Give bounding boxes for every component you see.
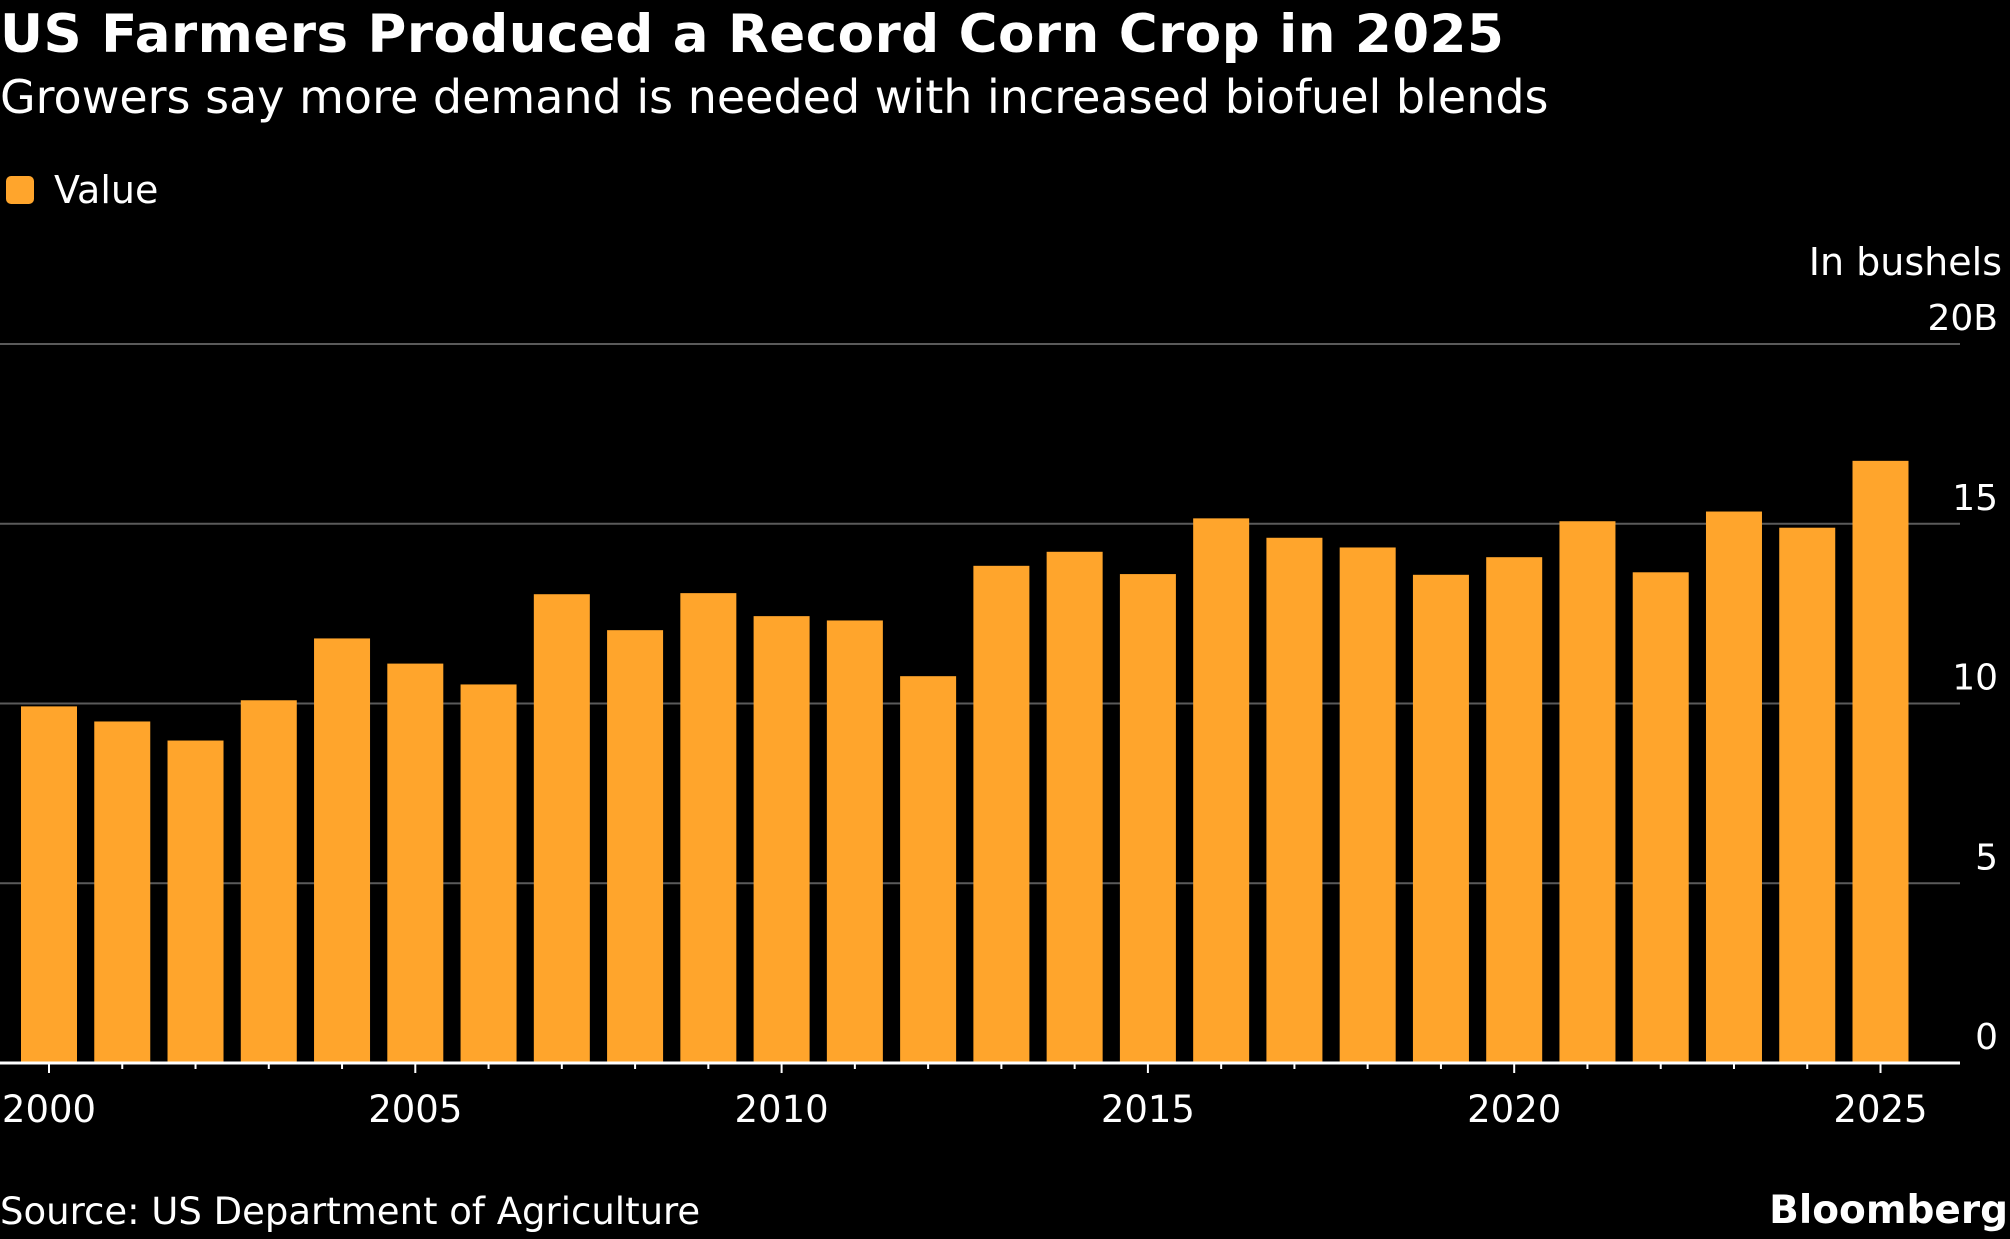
chart-subtitle: Growers say more demand is needed with i…: [0, 70, 1549, 124]
bar: [1412, 574, 1469, 1063]
bar: [1046, 551, 1103, 1063]
source-note: Source: US Department of Agriculture: [0, 1190, 701, 1233]
bar: [680, 593, 737, 1063]
bar: [314, 638, 371, 1063]
bar: [1266, 537, 1323, 1063]
bars: [21, 460, 1909, 1064]
x-tick-label: 2000: [2, 1088, 96, 1131]
bar: [973, 565, 1030, 1063]
y-tick-label: 0: [1975, 1017, 1998, 1058]
bar: [460, 684, 517, 1063]
bar: [1779, 527, 1836, 1063]
bar: [1119, 574, 1176, 1063]
x-tick-label: 2020: [1467, 1088, 1561, 1131]
x-tick-label: 2025: [1833, 1088, 1927, 1131]
bar: [1705, 511, 1762, 1064]
y-tick-label: 10: [1952, 658, 1998, 699]
bar: [21, 706, 77, 1063]
bar: [1486, 557, 1543, 1063]
x-tick-label: 2005: [368, 1088, 462, 1131]
axes: 0 5 10 15 20B In bushels 2000 2005 2010 2015 2020 2…: [0, 240, 2002, 1131]
bar: [1193, 518, 1250, 1063]
legend: Value: [6, 166, 158, 214]
brand-logo: Bloomberg: [1769, 1188, 2008, 1233]
legend-label: Value: [54, 168, 159, 212]
bar: [826, 620, 883, 1063]
x-tick-label: 2015: [1101, 1088, 1195, 1131]
bar: [1632, 572, 1689, 1063]
bar: [167, 740, 224, 1063]
chart-title: US Farmers Produced a Record Corn Crop i…: [0, 4, 1505, 65]
bar: [1339, 547, 1396, 1063]
y-axis-unit-label: In bushels: [1809, 240, 2002, 284]
y-tick-label: 15: [1952, 478, 1998, 519]
y-tick-label: 20B: [1927, 298, 1998, 339]
bar: [240, 700, 297, 1063]
y-tick-label: 5: [1975, 837, 1998, 878]
bar: [533, 594, 590, 1063]
bar: [387, 663, 444, 1063]
x-tick-label: 2010: [735, 1088, 829, 1131]
bar: [94, 721, 151, 1063]
legend-swatch: [6, 176, 34, 204]
bar: [753, 616, 810, 1063]
bar: [1559, 521, 1616, 1063]
bar: [900, 676, 957, 1063]
bar: [1852, 460, 1909, 1063]
bar: [607, 630, 664, 1063]
